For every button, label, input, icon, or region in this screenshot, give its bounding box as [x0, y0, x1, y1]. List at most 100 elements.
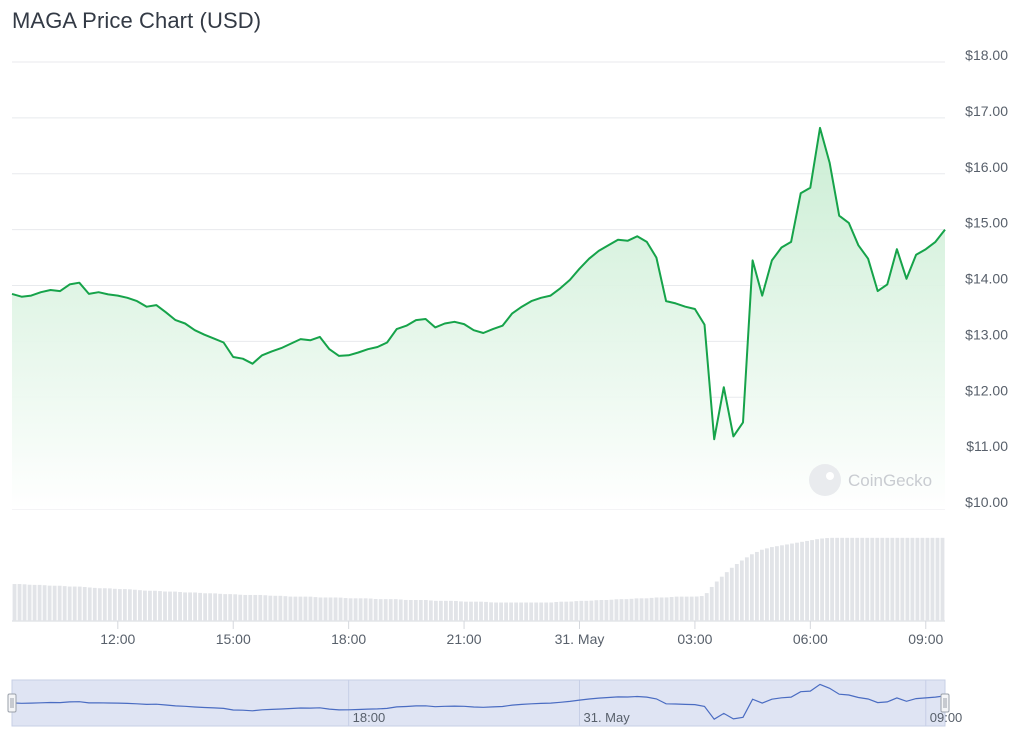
price-point[interactable]: [76, 280, 82, 286]
price-point[interactable]: [807, 185, 813, 191]
price-point[interactable]: [634, 233, 640, 239]
price-point[interactable]: [326, 346, 332, 352]
price-point[interactable]: [28, 293, 34, 299]
price-point[interactable]: [942, 227, 948, 233]
price-point[interactable]: [240, 356, 246, 362]
price-point[interactable]: [278, 345, 284, 351]
price-point[interactable]: [403, 323, 409, 329]
price-point[interactable]: [798, 190, 804, 196]
price-point[interactable]: [192, 327, 198, 333]
price-point[interactable]: [702, 322, 708, 328]
navigator-left-handle[interactable]: [7, 693, 17, 713]
price-point[interactable]: [721, 384, 727, 390]
price-point[interactable]: [894, 246, 900, 252]
price-point[interactable]: [250, 361, 256, 367]
price-point[interactable]: [221, 340, 227, 346]
price-point[interactable]: [153, 302, 159, 308]
price-point[interactable]: [923, 246, 929, 252]
price-point[interactable]: [96, 289, 102, 295]
price-point[interactable]: [528, 298, 534, 304]
price-point[interactable]: [259, 352, 265, 358]
price-point[interactable]: [827, 160, 833, 166]
price-point[interactable]: [913, 252, 919, 258]
price-point[interactable]: [336, 353, 342, 359]
price-point[interactable]: [769, 257, 775, 263]
price-point[interactable]: [115, 293, 121, 299]
price-point[interactable]: [490, 326, 496, 332]
price-point[interactable]: [711, 436, 717, 442]
price-point[interactable]: [605, 242, 611, 248]
price-point[interactable]: [855, 242, 861, 248]
price-point[interactable]: [230, 354, 236, 360]
price-point[interactable]: [500, 323, 506, 329]
price-point[interactable]: [932, 239, 938, 245]
navigator[interactable]: 18:00 31. May 09:00: [7, 679, 962, 727]
price-point[interactable]: [625, 238, 631, 244]
price-point[interactable]: [124, 295, 130, 301]
price-point[interactable]: [452, 319, 458, 325]
price-point[interactable]: [673, 300, 679, 306]
price-line[interactable]: [11, 126, 946, 441]
price-point[interactable]: [19, 294, 25, 300]
price-point[interactable]: [38, 289, 44, 295]
price-point[interactable]: [182, 321, 188, 327]
price-point[interactable]: [730, 433, 736, 439]
price-point[interactable]: [173, 317, 179, 323]
price-point[interactable]: [884, 281, 890, 287]
price-point[interactable]: [865, 256, 871, 262]
price-point[interactable]: [144, 304, 150, 310]
price-point[interactable]: [519, 304, 525, 310]
price-point[interactable]: [346, 352, 352, 358]
price-point[interactable]: [57, 288, 63, 294]
price-point[interactable]: [682, 304, 688, 310]
price-point[interactable]: [557, 285, 563, 291]
price-point[interactable]: [759, 293, 765, 299]
price-point[interactable]: [663, 298, 669, 304]
price-point[interactable]: [48, 287, 54, 293]
price-point[interactable]: [586, 256, 592, 262]
price-point[interactable]: [211, 336, 217, 342]
price-point[interactable]: [423, 316, 429, 322]
price-point[interactable]: [875, 288, 881, 294]
price-point[interactable]: [201, 332, 207, 338]
price-point[interactable]: [298, 336, 304, 342]
price-point[interactable]: [288, 341, 294, 347]
price-point[interactable]: [538, 295, 544, 301]
navigator-window[interactable]: [11, 679, 946, 727]
price-point[interactable]: [740, 419, 746, 425]
price-point[interactable]: [471, 327, 477, 333]
price-point[interactable]: [442, 321, 448, 327]
price-point[interactable]: [615, 237, 621, 243]
price-point[interactable]: [596, 248, 602, 254]
price-point[interactable]: [509, 310, 515, 316]
price-point[interactable]: [817, 125, 823, 131]
price-point[interactable]: [67, 281, 73, 287]
navigator-right-handle[interactable]: [940, 693, 950, 713]
price-point[interactable]: [904, 276, 910, 282]
price-point[interactable]: [355, 350, 361, 356]
price-point[interactable]: [394, 326, 400, 332]
price-point[interactable]: [644, 239, 650, 245]
price-point[interactable]: [86, 291, 92, 297]
price-point[interactable]: [105, 291, 111, 297]
price-point[interactable]: [375, 344, 381, 350]
price-point[interactable]: [134, 298, 140, 304]
price-point[interactable]: [788, 239, 794, 245]
price-line-layer[interactable]: [9, 125, 948, 442]
price-point[interactable]: [365, 346, 371, 352]
price-point[interactable]: [269, 348, 275, 354]
price-point[interactable]: [846, 220, 852, 226]
price-point[interactable]: [307, 337, 313, 343]
price-point[interactable]: [653, 255, 659, 261]
price-point[interactable]: [163, 309, 169, 315]
price-point[interactable]: [461, 321, 467, 327]
price-point[interactable]: [413, 317, 419, 323]
price-point[interactable]: [577, 266, 583, 272]
price-point[interactable]: [9, 291, 15, 297]
price-point[interactable]: [692, 306, 698, 312]
price-point[interactable]: [317, 334, 323, 340]
price-point[interactable]: [480, 330, 486, 336]
price-point[interactable]: [750, 257, 756, 263]
price-point[interactable]: [836, 213, 842, 219]
